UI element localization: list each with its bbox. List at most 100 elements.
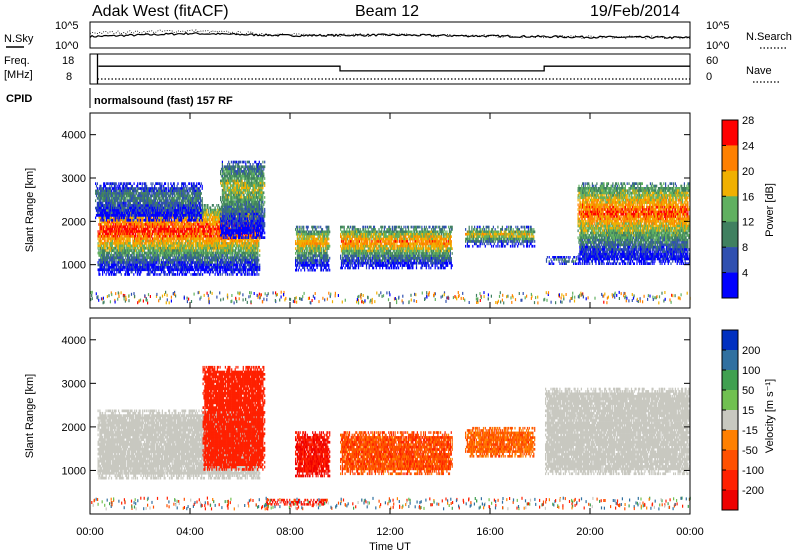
power-cell (111, 227, 113, 231)
power-cell (127, 273, 130, 276)
power-cell (210, 237, 213, 241)
power-cell (172, 270, 174, 274)
power-cell (99, 232, 101, 236)
power-cell (156, 263, 158, 267)
power-cell (167, 258, 169, 262)
power-cell (187, 237, 189, 241)
power-cell (121, 235, 123, 238)
power-cell (186, 223, 188, 226)
power-cell (136, 258, 138, 262)
power-cell (204, 242, 206, 245)
power-cell (157, 223, 159, 226)
power-cell (125, 225, 127, 229)
power-cell (161, 268, 163, 272)
power-cell (159, 223, 161, 226)
power-cell (176, 232, 178, 236)
power-cell (172, 244, 174, 248)
power-cell (202, 230, 204, 233)
power-cell (191, 249, 193, 252)
power-cell (212, 249, 214, 252)
power-cell (107, 261, 109, 264)
power-cell (207, 266, 209, 269)
power-cell (160, 242, 162, 245)
power-cell (154, 230, 156, 233)
power-cell (105, 254, 107, 257)
power-cell (127, 249, 130, 252)
power-cell (125, 266, 127, 269)
power-cell (221, 273, 223, 276)
power-cell (129, 254, 131, 257)
power-cell (188, 254, 190, 257)
power-cell (138, 261, 140, 264)
power-cell (170, 270, 172, 274)
power-cell (101, 263, 103, 267)
power-cell (214, 273, 216, 276)
power-cell (146, 223, 148, 226)
power-cell (123, 244, 125, 248)
power-cell (161, 244, 163, 248)
power-cell (176, 242, 178, 245)
power-cell (211, 232, 213, 236)
power-cell (168, 230, 171, 233)
power-cell (196, 218, 198, 221)
power-cell (188, 225, 190, 229)
power-cell (110, 215, 112, 219)
power-cell (143, 232, 146, 236)
power-cell (202, 249, 204, 252)
power-cell (168, 237, 171, 241)
power-cell (131, 268, 133, 272)
power-cell (141, 242, 143, 245)
power-cell (212, 213, 214, 217)
power-cell (201, 230, 203, 233)
power-cell (210, 268, 213, 272)
power-cell (128, 263, 130, 267)
power-cell (147, 223, 149, 226)
power-cell (144, 237, 146, 241)
power-cell (121, 182, 123, 185)
power-cell (173, 263, 175, 267)
power-cell (113, 225, 115, 229)
power-cell (143, 242, 146, 245)
power-cell (191, 258, 193, 262)
power-cell (199, 261, 201, 264)
power-cell (178, 239, 180, 243)
power-cell (146, 220, 148, 224)
power-cell (200, 256, 202, 260)
power-cell (155, 273, 157, 276)
power-cell (241, 263, 243, 267)
power-cell (166, 230, 168, 233)
power-cell (178, 237, 180, 241)
power-cell (198, 232, 200, 236)
power-cell (187, 242, 189, 245)
power-cell (143, 244, 145, 248)
power-cell (115, 251, 117, 255)
power-cell (143, 266, 145, 269)
power-cell (138, 251, 140, 255)
power-cell (124, 215, 126, 219)
power-cell (176, 256, 178, 260)
power-cell (124, 230, 126, 233)
power-cell (116, 242, 118, 245)
power-cell (211, 246, 213, 250)
power-cell (173, 239, 175, 243)
power-cell (105, 256, 107, 260)
power-cell (101, 246, 103, 250)
power-cell (190, 220, 192, 224)
power-cell (193, 251, 195, 255)
power-cell (152, 223, 155, 226)
power-cell (123, 227, 125, 231)
power-cell (118, 263, 120, 267)
power-cell (132, 230, 134, 233)
power-cell (136, 268, 138, 272)
power-cell (225, 239, 227, 243)
power-cell (124, 242, 126, 245)
power-cell (211, 268, 213, 272)
power-cell (189, 227, 191, 231)
power-cell (238, 251, 240, 255)
power-cell (208, 266, 210, 269)
power-cell (210, 258, 212, 262)
power-cell (210, 232, 213, 236)
power-cell (203, 227, 205, 231)
power-cell (119, 268, 121, 272)
power-cell (211, 244, 213, 248)
